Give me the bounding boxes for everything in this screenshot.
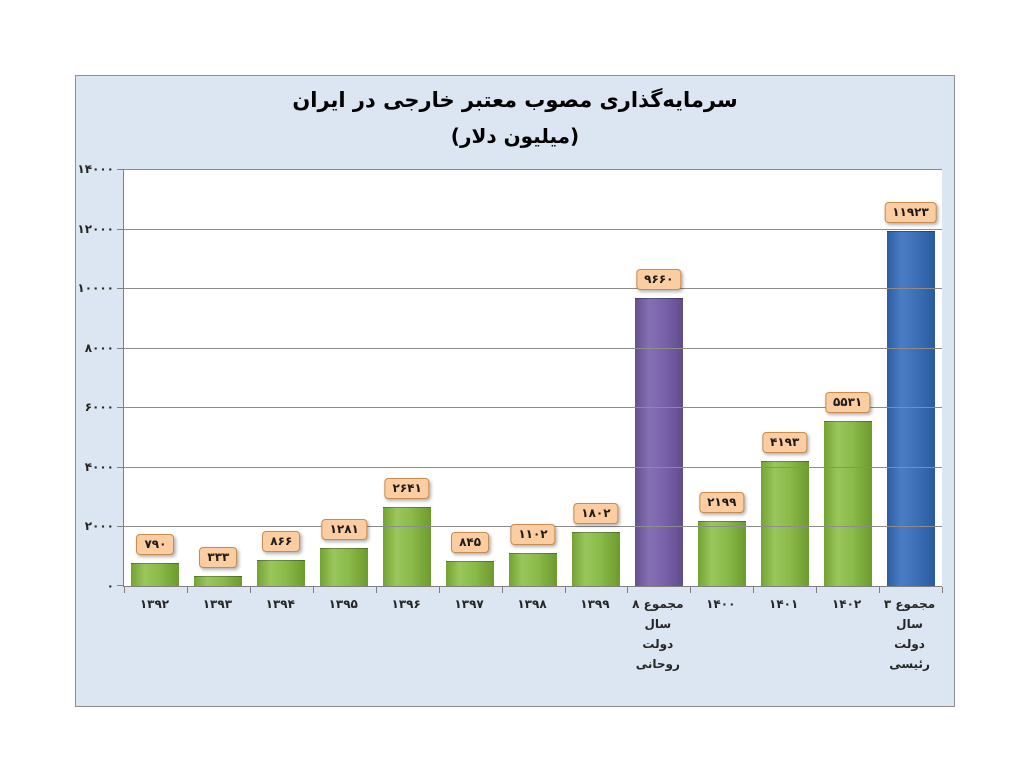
- y-tick-label: ۱۲۰۰۰: [77, 221, 114, 236]
- bar-value-label: ۱۸۰۲: [573, 503, 619, 525]
- bar-cell: ۲۶۴۱: [376, 169, 439, 586]
- gridline: [124, 347, 942, 349]
- y-axis-tick: [117, 288, 123, 290]
- chart-card: سرمایه‌گذاری مصوب معتبر خارجی در ایران (…: [75, 75, 955, 707]
- y-tick-label: ۱۴۰۰۰: [77, 162, 114, 176]
- bar-value-label: ۸۴۵: [451, 531, 490, 553]
- x-tick-label: ۱۳۹۳: [202, 597, 233, 611]
- y-axis-tick: [117, 466, 123, 468]
- bar: [571, 532, 620, 586]
- gridline: [124, 288, 942, 290]
- x-tick-label: ۱۳۹۴: [265, 597, 295, 611]
- bar-cell: ۳۳۳: [187, 169, 250, 586]
- x-tick-label: ۱۳۹۲: [139, 597, 170, 611]
- bar-cell: ۸۶۶: [250, 169, 313, 586]
- bar-value-label: ۳۳۳: [199, 547, 238, 569]
- y-axis-tick: [117, 407, 123, 409]
- x-axis-tick: [501, 587, 503, 593]
- bar: [194, 576, 243, 586]
- bar: [697, 520, 746, 586]
- x-tick-label: ۱۳۹۸: [517, 597, 547, 611]
- bar-cell: ۱۸۰۲: [564, 169, 627, 586]
- chart-subtitle: (میلیون دلار): [450, 124, 580, 148]
- bar-cell: ۲۱۹۹: [690, 169, 753, 586]
- gridline: [124, 466, 942, 468]
- bar: [446, 560, 495, 586]
- x-tick-label: مجموع ۸ سال دولت روحانی: [632, 597, 684, 671]
- x-axis-tick: [564, 587, 566, 593]
- y-tick-label: ۰: [106, 579, 114, 593]
- bar-value-label: ۲۱۹۹: [699, 491, 745, 513]
- bar: [886, 230, 935, 586]
- x-tick-label: ۱۴۰۱: [769, 597, 799, 611]
- y-axis-tick: [117, 169, 123, 170]
- x-tick-label: ۱۴۰۲: [831, 597, 862, 611]
- bar-cell: ۴۱۹۳: [753, 169, 816, 586]
- x-axis-tick: [312, 587, 314, 593]
- gridline: [124, 407, 942, 409]
- y-tick-label: ۶۰۰۰: [84, 400, 114, 415]
- y-axis-tick: [117, 585, 123, 586]
- bar-value-label: ۸۶۶: [262, 531, 301, 553]
- x-tick-label: ۱۳۹۵: [328, 597, 358, 611]
- bar: [760, 461, 809, 586]
- bar: [508, 553, 557, 586]
- bar-value-label: ۷۹۰: [136, 533, 175, 555]
- x-axis-tick: [124, 587, 125, 593]
- x-axis-tick: [627, 587, 629, 593]
- x-tick-label: ۱۳۹۷: [454, 597, 484, 611]
- x-axis-tick: [879, 587, 881, 593]
- x-axis-tick: [375, 587, 377, 593]
- x-tick-label: مجموع ۳ سال دولت رئیسی: [883, 597, 936, 671]
- x-tick-label: ۱۴۰۰: [706, 597, 736, 611]
- bar-cell: ۱۱۰۲: [502, 169, 565, 586]
- chart-title: سرمایه‌گذاری مصوب معتبر خارجی در ایران: [292, 88, 738, 112]
- bar-value-label: ۹۶۶۰: [636, 269, 682, 291]
- gridline: [124, 228, 942, 230]
- y-tick-label: ۲۰۰۰: [84, 519, 114, 534]
- bar-value-label: ۴۱۹۳: [762, 432, 808, 454]
- bar: [634, 298, 683, 586]
- bar: [823, 421, 872, 586]
- y-axis-tick: [117, 228, 123, 230]
- x-axis-tick: [186, 587, 188, 593]
- bar: [131, 562, 180, 586]
- bar-value-label: ۱۱۹۲۳: [884, 201, 937, 223]
- gridline: [124, 169, 942, 170]
- bar-value-label: ۵۵۳۱: [824, 392, 871, 414]
- bar-value-label: ۱۱۰۲: [510, 524, 556, 546]
- bar-value-label: ۱۲۸۱: [321, 518, 367, 540]
- x-axis-tick: [816, 587, 818, 593]
- bar: [320, 547, 369, 586]
- x-axis-labels: ۱۳۹۲ ۱۳۹۳ ۱۳۹۴ ۱۳۹۵ ۱۳۹۶ ۱۳۹۷ ۱۳۹۸ ۱۳۹۹ مجموع ۸ …: [123, 594, 941, 674]
- bar: [257, 560, 306, 586]
- bar-value-label: ۲۶۴۱: [384, 478, 430, 500]
- x-axis-tick: [249, 587, 251, 593]
- y-axis-tick: [117, 347, 123, 349]
- bars-row: ۷۹۰ ۳۳۳ ۸۶۶ ۱۲۸۱ ۲۶۴۱ ۸۴۵ ۱۱۰۲ ۱۸۰۲ ۹۶۶۰ ۲۱۹۹ ۴۱۹۳…: [124, 169, 942, 586]
- x-axis-tick: [438, 587, 440, 593]
- x-axis-tick: [942, 587, 943, 593]
- x-axis-tick: [690, 587, 692, 593]
- y-tick-label: ۴۰۰۰: [84, 459, 114, 474]
- bar-cell: ۵۵۳۱: [816, 169, 879, 586]
- x-tick-label: ۱۳۹۶: [391, 597, 421, 611]
- bar-cell: ۸۴۵: [439, 169, 502, 586]
- x-axis-tick: [753, 587, 755, 593]
- bar-cell: ۹۶۶۰: [627, 169, 690, 586]
- bar-cell: ۱۱۹۲۳: [879, 169, 942, 586]
- bar-cell: ۱۲۸۱: [313, 169, 376, 586]
- bar: [383, 507, 432, 586]
- y-tick-label: ۱۰۰۰۰: [77, 281, 114, 296]
- y-tick-label: ۸۰۰۰: [84, 340, 114, 355]
- y-axis-tick: [117, 526, 123, 528]
- x-tick-label: ۱۳۹۹: [580, 597, 610, 611]
- bar-cell: ۷۹۰: [124, 169, 187, 586]
- y-axis-labels: ۰ ۲۰۰۰ ۴۰۰۰ ۶۰۰۰ ۸۰۰۰ ۱۰۰۰۰ ۱۲۰۰۰ ۱۴۰۰۰: [76, 162, 118, 593]
- plot-area: ۷۹۰ ۳۳۳ ۸۶۶ ۱۲۸۱ ۲۶۴۱ ۸۴۵ ۱۱۰۲ ۱۸۰۲ ۹۶۶۰ ۲۱۹۹ ۴۱۹۳…: [117, 169, 943, 593]
